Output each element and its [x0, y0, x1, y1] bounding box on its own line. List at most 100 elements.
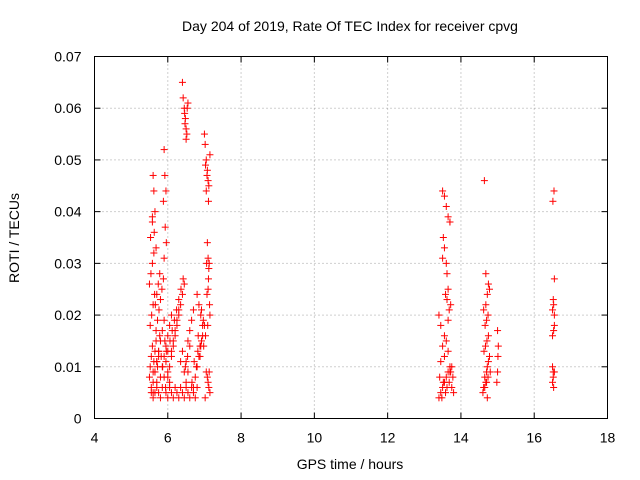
- data-point: [175, 306, 183, 314]
- data-point: [438, 394, 446, 402]
- data-point: [179, 275, 187, 283]
- data-point: [449, 373, 457, 381]
- data-point: [439, 254, 447, 262]
- data-point: [188, 316, 196, 324]
- data-point: [150, 249, 158, 257]
- data-point: [550, 321, 558, 329]
- data-point: [149, 171, 157, 179]
- data-point: [201, 394, 209, 402]
- data-point: [494, 342, 502, 350]
- data-point: [192, 363, 200, 371]
- data-point: [194, 347, 202, 355]
- data-point: [493, 378, 501, 386]
- data-point: [486, 368, 494, 376]
- data-point: [447, 301, 455, 309]
- data-point: [204, 275, 212, 283]
- data-point: [204, 321, 212, 329]
- data-point: [181, 120, 189, 128]
- data-point: [202, 332, 210, 340]
- data-point: [153, 358, 161, 366]
- data-point: [203, 239, 211, 247]
- data-point: [182, 378, 190, 386]
- data-point: [484, 311, 492, 319]
- data-point: [180, 280, 188, 288]
- data-point: [549, 306, 557, 314]
- axis-ticks: 4 6 8 10 12 14 16 18 0 0.01 0.02 0.03 0.04 0.05 0.06 0.…: [54, 49, 615, 446]
- data-point: [161, 171, 169, 179]
- data-point: [480, 177, 488, 185]
- data-point: [549, 332, 557, 340]
- data-point: [162, 187, 170, 195]
- data-point: [206, 301, 214, 309]
- data-point: [484, 280, 492, 288]
- data-point: [171, 327, 179, 335]
- data-point: [199, 316, 207, 324]
- data-point: [147, 389, 155, 397]
- data-point: [443, 270, 451, 278]
- data-point: [445, 378, 453, 386]
- data-point: [184, 352, 192, 360]
- data-point: [479, 389, 487, 397]
- data-point: [151, 301, 159, 309]
- data-point: [486, 285, 494, 293]
- data-point: [550, 301, 558, 309]
- data-point: [179, 94, 187, 102]
- data-point: [444, 285, 452, 293]
- data-point: [167, 347, 175, 355]
- data-point: [203, 171, 211, 179]
- data-point: [161, 223, 169, 231]
- data-point: [444, 213, 452, 221]
- data-point: [184, 337, 192, 345]
- data-point: [549, 197, 557, 205]
- data-point: [482, 270, 490, 278]
- data-point: [148, 213, 156, 221]
- data-point: [181, 109, 189, 117]
- x-tick-label: 8: [237, 430, 245, 446]
- data-point: [439, 234, 447, 241]
- data-point: [147, 270, 155, 278]
- data-point: [175, 296, 183, 304]
- data-point: [494, 327, 502, 335]
- data-point: [191, 394, 199, 402]
- x-tick-label: 12: [380, 430, 396, 446]
- data-point: [156, 270, 164, 278]
- data-point: [164, 368, 172, 376]
- data-point: [549, 368, 557, 376]
- data-point: [169, 337, 177, 345]
- data-point: [157, 352, 165, 360]
- data-point: [152, 244, 160, 252]
- data-point: [202, 161, 210, 169]
- data-point: [149, 378, 157, 386]
- data-point: [202, 187, 210, 195]
- data-point: [145, 373, 153, 381]
- data-point: [147, 352, 155, 360]
- data-point: [483, 363, 491, 371]
- data-point: [193, 290, 201, 298]
- data-point: [450, 389, 458, 397]
- x-axis-label: GPS time / hours: [297, 456, 404, 472]
- data-point: [153, 290, 161, 298]
- data-point: [156, 332, 164, 340]
- plot-frame: [94, 56, 608, 419]
- data-point: [550, 327, 558, 335]
- y-tick-label: 0: [74, 411, 82, 427]
- data-point: [159, 197, 167, 205]
- data-point: [160, 146, 168, 154]
- data-point: [177, 301, 185, 309]
- data-point: [177, 358, 185, 366]
- data-point: [197, 311, 205, 319]
- data-point: [166, 378, 174, 386]
- data-point: [158, 327, 166, 335]
- x-tick-label: 6: [164, 430, 172, 446]
- data-point: [550, 275, 558, 283]
- y-tick-label: 0.07: [54, 49, 81, 65]
- data-point: [197, 337, 205, 345]
- data-point: [481, 321, 489, 329]
- data-point: [205, 383, 213, 391]
- data-point: [442, 337, 450, 345]
- data-point: [203, 373, 211, 381]
- data-point: [203, 259, 211, 267]
- data-point: [205, 368, 213, 376]
- data-point: [481, 383, 489, 391]
- data-point: [202, 156, 210, 164]
